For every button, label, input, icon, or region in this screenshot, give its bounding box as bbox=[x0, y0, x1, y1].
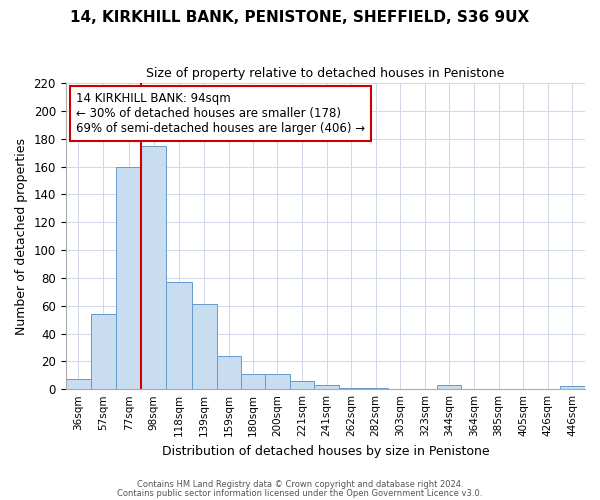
Text: 14 KIRKHILL BANK: 94sqm
← 30% of detached houses are smaller (178)
69% of semi-d: 14 KIRKHILL BANK: 94sqm ← 30% of detache… bbox=[76, 92, 365, 135]
Title: Size of property relative to detached houses in Penistone: Size of property relative to detached ho… bbox=[146, 68, 505, 80]
Bar bbox=[265, 374, 290, 389]
Bar bbox=[560, 386, 585, 389]
Bar bbox=[339, 388, 363, 389]
Text: Contains public sector information licensed under the Open Government Licence v3: Contains public sector information licen… bbox=[118, 488, 482, 498]
Y-axis label: Number of detached properties: Number of detached properties bbox=[15, 138, 28, 334]
X-axis label: Distribution of detached houses by size in Penistone: Distribution of detached houses by size … bbox=[161, 444, 489, 458]
Bar bbox=[363, 388, 388, 389]
Text: 14, KIRKHILL BANK, PENISTONE, SHEFFIELD, S36 9UX: 14, KIRKHILL BANK, PENISTONE, SHEFFIELD,… bbox=[70, 10, 530, 25]
Bar bbox=[191, 304, 217, 389]
Bar bbox=[166, 282, 191, 389]
Bar bbox=[314, 385, 339, 389]
Bar bbox=[241, 374, 265, 389]
Text: Contains HM Land Registry data © Crown copyright and database right 2024.: Contains HM Land Registry data © Crown c… bbox=[137, 480, 463, 489]
Bar bbox=[217, 356, 241, 389]
Bar bbox=[290, 381, 314, 389]
Bar bbox=[141, 146, 166, 389]
Bar bbox=[116, 166, 141, 389]
Bar bbox=[91, 314, 116, 389]
Bar bbox=[437, 385, 461, 389]
Bar bbox=[65, 380, 91, 389]
